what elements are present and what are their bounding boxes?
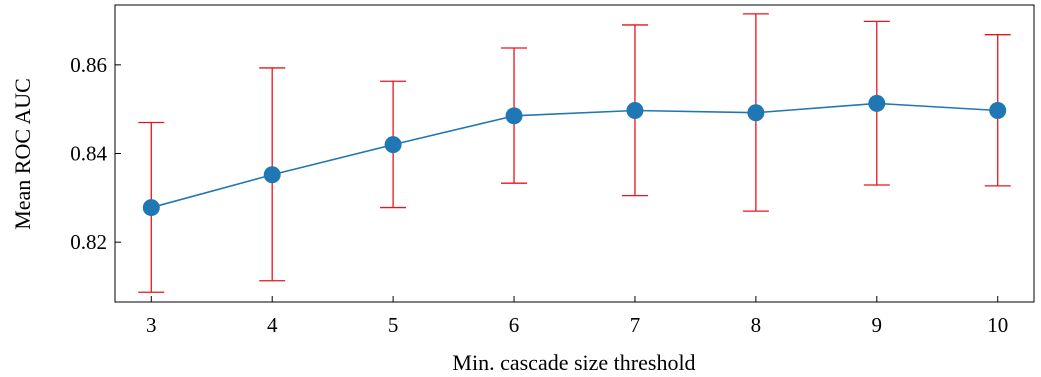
data-point	[263, 166, 281, 184]
y-axis-ticks: 0.82 0.84 0.86	[70, 53, 121, 254]
series-line	[151, 102, 998, 209]
data-point	[142, 199, 160, 217]
x-tick-label: 8	[751, 313, 762, 337]
x-tick-label: 5	[388, 313, 399, 337]
x-tick-label: 4	[267, 313, 278, 337]
y-tick-label: 0.82	[70, 230, 107, 254]
x-tick-label: 7	[630, 313, 641, 337]
y-axis-title: Mean ROC AUC	[10, 78, 35, 230]
x-tick-label: 3	[146, 313, 157, 337]
data-points	[142, 94, 1007, 217]
data-point	[505, 107, 523, 125]
data-point	[626, 102, 644, 120]
x-axis-title: Min. cascade size threshold	[452, 350, 695, 375]
data-point	[747, 104, 765, 122]
plot-frame	[114, 4, 1035, 303]
data-point	[384, 136, 402, 154]
x-tick-label: 10	[987, 313, 1008, 337]
y-tick-label: 0.86	[70, 53, 107, 77]
data-point	[989, 102, 1007, 120]
data-point	[868, 94, 886, 112]
x-axis-ticks: 3 4 5 6 7 8 9 10	[146, 296, 1008, 337]
x-tick-label: 9	[872, 313, 883, 337]
error-bars	[138, 13, 1011, 293]
x-tick-label: 6	[509, 313, 520, 337]
y-tick-label: 0.84	[70, 142, 107, 166]
